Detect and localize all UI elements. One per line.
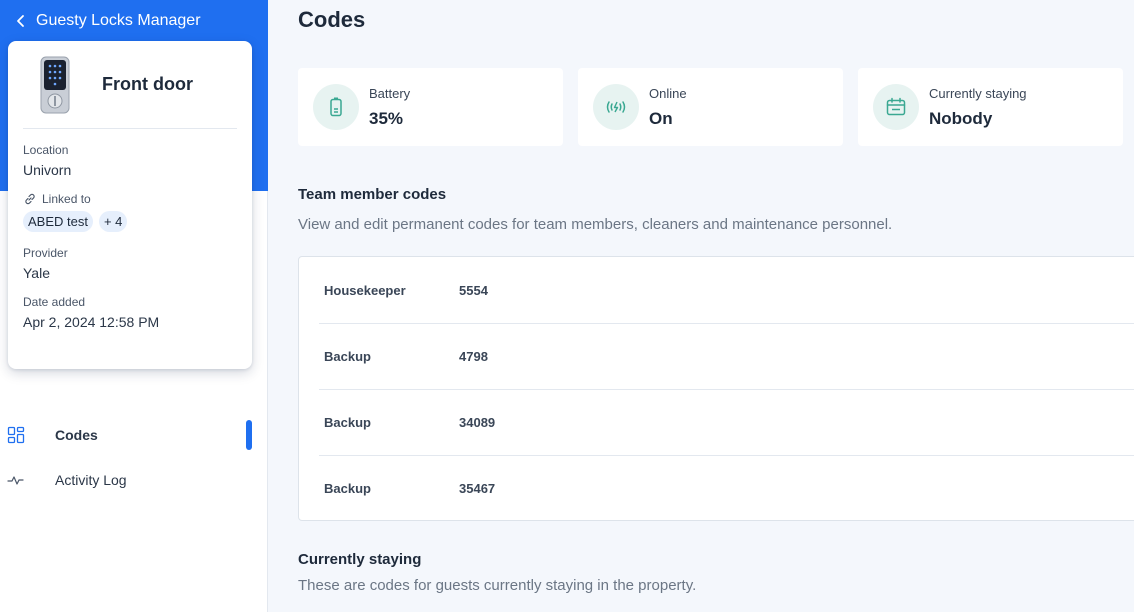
currently-staying-title: Currently staying — [298, 551, 421, 568]
link-icon — [23, 192, 37, 206]
smart-lock-image — [40, 56, 70, 114]
linked-more-chip[interactable]: + 4 — [99, 211, 127, 232]
grid-icon — [7, 426, 25, 444]
battery-card: Battery 35% — [298, 68, 563, 146]
code-name: Backup — [319, 349, 459, 364]
code-value: 5554 — [459, 283, 488, 298]
team-codes-description: View and edit permanent codes for team m… — [298, 216, 892, 233]
battery-value: 35% — [369, 109, 410, 129]
date-added-field: Date added Apr 2, 2024 12:58 PM — [23, 295, 237, 330]
location-field: Location Univorn — [23, 143, 237, 178]
device-name: Front door — [102, 74, 193, 95]
code-value: 4798 — [459, 349, 488, 364]
nav-item-activity-log[interactable]: Activity Log — [0, 463, 268, 497]
table-row[interactable]: Backup 4798 — [319, 323, 1134, 389]
device-card: Front door Location Univorn Linked to AB… — [8, 41, 252, 369]
date-added-label: Date added — [23, 295, 237, 309]
battery-icon — [325, 96, 347, 118]
provider-label: Provider — [23, 246, 237, 260]
nav-label-activity-log: Activity Log — [55, 472, 127, 488]
nav-label-codes: Codes — [55, 427, 98, 443]
page-title: Codes — [298, 7, 365, 33]
linked-field: Linked to ABED test + 4 — [23, 192, 237, 232]
currently-staying-value: Nobody — [929, 109, 1027, 129]
calendar-icon — [885, 96, 907, 118]
sidebar-nav: Codes Activity Log — [0, 418, 268, 497]
team-codes-table: Housekeeper 5554 Backup 4798 Backup 3408… — [298, 256, 1134, 521]
active-indicator — [246, 420, 252, 450]
currently-staying-label: Currently staying — [929, 86, 1027, 101]
back-link[interactable]: Guesty Locks Manager — [14, 10, 201, 32]
device-header: Front door — [23, 41, 237, 129]
online-value: On — [649, 109, 687, 129]
currently-staying-card: Currently staying Nobody — [858, 68, 1123, 146]
main-content: Codes Battery 35% Online On — [268, 0, 1134, 612]
location-value: Univorn — [23, 162, 237, 178]
code-name: Housekeeper — [319, 283, 459, 298]
nav-item-codes[interactable]: Codes — [0, 418, 268, 452]
linked-chip[interactable]: ABED test — [23, 211, 93, 232]
code-name: Backup — [319, 481, 459, 496]
sidebar: Guesty Locks Manager Front door Location… — [0, 0, 268, 612]
online-label: Online — [649, 86, 687, 101]
currently-staying-description: These are codes for guests currently sta… — [298, 577, 696, 594]
location-label: Location — [23, 143, 237, 157]
table-row[interactable]: Housekeeper 5554 — [319, 257, 1134, 323]
online-card: Online On — [578, 68, 843, 146]
activity-icon — [7, 471, 25, 489]
team-codes-title: Team member codes — [298, 186, 446, 203]
linked-label: Linked to — [42, 192, 91, 206]
chevron-left-icon — [14, 14, 28, 28]
signal-icon — [605, 96, 627, 118]
code-name: Backup — [319, 415, 459, 430]
provider-field: Provider Yale — [23, 246, 237, 281]
code-value: 35467 — [459, 481, 495, 496]
table-row[interactable]: Backup 35467 — [319, 455, 1134, 521]
provider-value: Yale — [23, 265, 237, 281]
linked-chips: ABED test + 4 — [23, 211, 237, 232]
linked-label-row: Linked to — [23, 192, 237, 206]
battery-label: Battery — [369, 86, 410, 101]
back-link-label: Guesty Locks Manager — [36, 12, 201, 30]
code-value: 34089 — [459, 415, 495, 430]
table-row[interactable]: Backup 34089 — [319, 389, 1134, 455]
date-added-value: Apr 2, 2024 12:58 PM — [23, 314, 237, 330]
